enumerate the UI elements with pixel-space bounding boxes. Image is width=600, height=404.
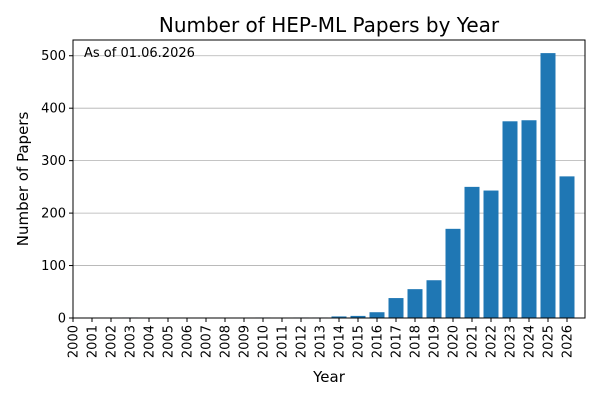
y-tick-label: 200	[41, 207, 66, 222]
x-tick-label: 2013	[314, 325, 329, 358]
bar-2025	[540, 53, 556, 318]
x-tick-label: 2000	[67, 325, 82, 358]
x-tick-label: 2001	[86, 325, 101, 358]
bar-2018	[407, 289, 423, 318]
x-tick-label: 2022	[485, 325, 500, 358]
bar-2021	[464, 186, 480, 318]
x-tick-label: 2004	[143, 325, 158, 358]
x-tick-label: 2019	[428, 325, 443, 358]
bar-2026	[559, 176, 575, 318]
bar-2014	[331, 316, 347, 318]
bar-2022	[483, 190, 499, 318]
x-tick-label: 2015	[352, 325, 367, 358]
x-tick-label: 2023	[504, 325, 519, 358]
bar-2024	[521, 120, 537, 318]
bars	[122, 53, 575, 319]
x-tick-label: 2026	[561, 325, 576, 358]
y-tick-label: 300	[41, 154, 66, 169]
x-tick-label: 2024	[523, 325, 538, 358]
bar-2016	[369, 312, 385, 318]
bar-2019	[426, 280, 442, 318]
x-tick-label: 2007	[200, 325, 215, 358]
x-tick-label: 2005	[162, 325, 177, 358]
chart-title: Number of HEP-ML Papers by Year	[159, 13, 500, 37]
y-axis-ticks: 0 100 200 300 400 500	[41, 49, 73, 327]
x-tick-label: 2020	[447, 325, 462, 358]
x-tick-label: 2009	[238, 325, 253, 358]
x-tick-label: 2011	[276, 325, 291, 358]
x-tick-label: 2003	[124, 325, 139, 358]
bar-2015	[350, 315, 366, 318]
y-tick-label: 500	[41, 49, 66, 64]
y-tick-label: 100	[41, 259, 66, 274]
bar-2020	[445, 228, 461, 318]
x-tick-label: 2021	[466, 325, 481, 358]
plot-frame	[72, 39, 586, 319]
chart-annotation: As of 01.06.2026	[84, 46, 195, 61]
x-tick-label: 2014	[333, 325, 348, 358]
x-tick-label: 2018	[409, 325, 424, 358]
x-tick-label: 2008	[219, 325, 234, 358]
x-tick-label: 2002	[105, 325, 120, 358]
x-axis-ticks: 2000 2001 2002 2003 2004 2005 2006 2007 2008 2009…	[67, 318, 576, 358]
x-tick-label: 2016	[371, 325, 386, 358]
bar-2023	[502, 121, 518, 319]
x-tick-label: 2010	[257, 325, 272, 358]
bar-2017	[388, 298, 404, 318]
y-tick-label: 0	[58, 312, 66, 327]
x-axis-label: Year	[312, 368, 346, 386]
x-tick-label: 2025	[542, 325, 557, 358]
x-tick-label: 2006	[181, 325, 196, 358]
x-tick-label: 2017	[390, 325, 405, 358]
x-tick-label: 2012	[295, 325, 310, 358]
y-axis-label: Number of Papers	[14, 112, 32, 247]
y-tick-label: 400	[41, 102, 66, 117]
